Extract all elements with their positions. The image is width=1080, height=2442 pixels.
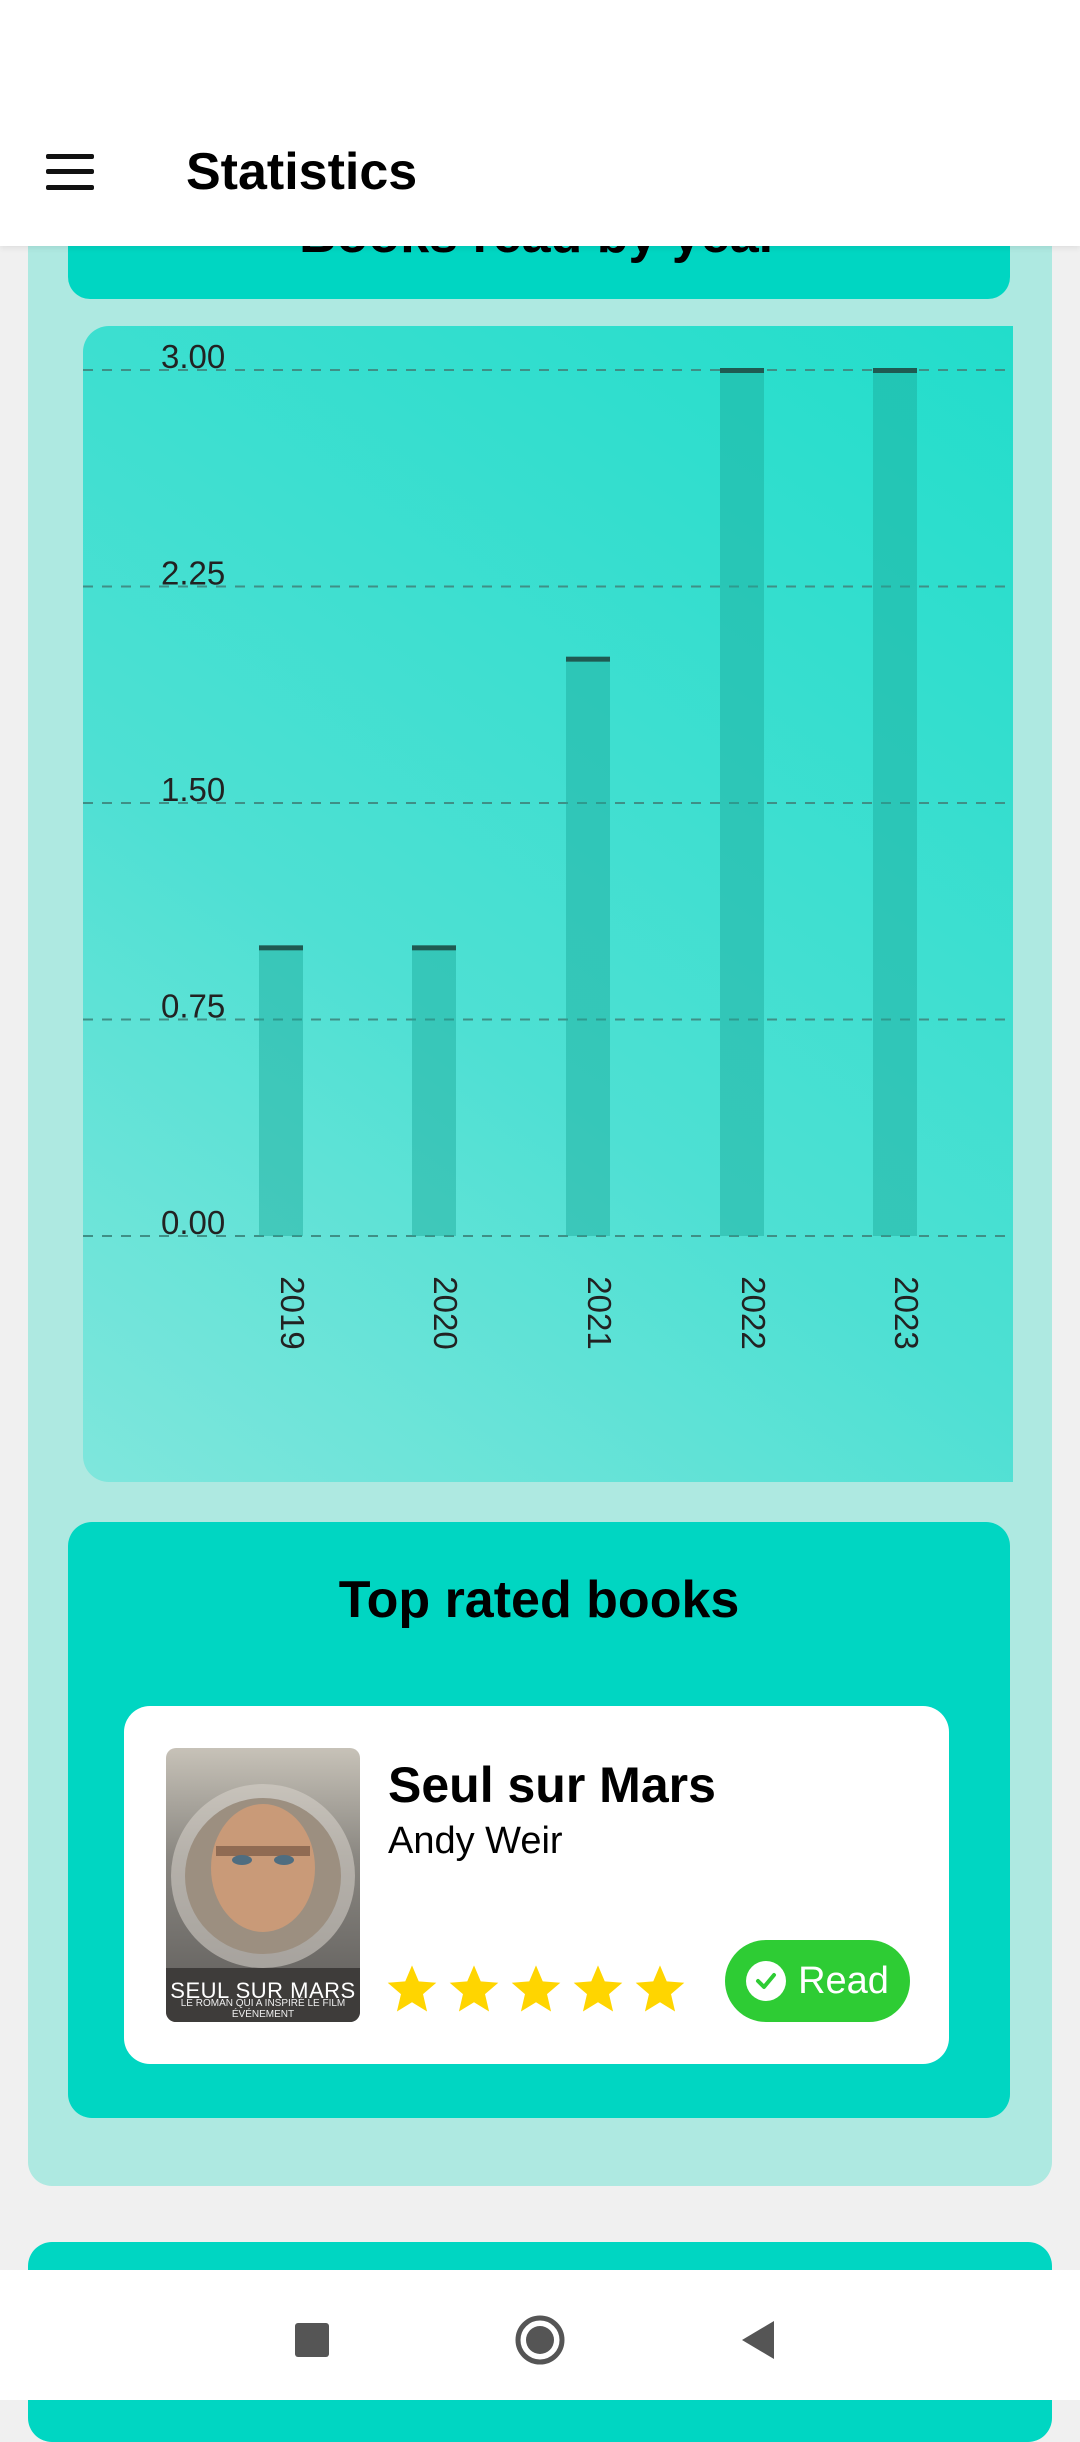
home-icon [515,2315,565,2365]
y-tick-label: 2.25 [161,555,225,592]
star-icon [449,1965,499,2012]
bar-cap-2019 [259,945,303,951]
bar-cap-2020 [412,945,456,951]
bar-cap-2023 [873,368,917,373]
star-icon [387,1965,437,2012]
top-rated-books-title: Top rated books [338,1571,740,1629]
cover-title-text: SEUL SUR MARS [170,1978,356,2003]
y-tick-label: 1.50 [161,771,225,808]
bar-2023 [873,370,917,1236]
book-title: Seul sur Mars [388,1757,716,1813]
system-navigation-bar [0,2270,1080,2400]
check-circle-icon [746,1961,787,2001]
books-by-year-chart: 0.00 0.75 1.50 2.25 3.00 2019 2020 2021 2022 2023 [83,326,1013,1482]
star-icon [573,1965,623,2012]
app-bar: Statistics [0,0,1080,246]
bar-chart: 0.00 0.75 1.50 2.25 3.00 2019 2020 2021 2022 2023 [83,338,1013,1350]
hamburger-menu-icon [46,154,94,190]
bar-2019 [259,947,303,1236]
star-icon [511,1965,561,2012]
star-icon [635,1965,685,2012]
astronaut-cover-art [166,1784,360,2022]
menu-button[interactable] [30,132,110,212]
cover-subtitle-text: LE ROMAN QUI A INSPIRÉ LE FILM ÉVÉNEMENT [180,1998,346,2020]
book-author: Andy Weir [388,1820,563,1862]
bar-cap-2022 [720,368,764,373]
y-tick-label: 3.00 [161,338,225,375]
back-icon [742,2321,774,2359]
x-tick-label: 2022 [735,1276,772,1349]
y-tick-label: 0.00 [161,1204,225,1241]
recents-button[interactable] [272,2300,352,2380]
back-button[interactable] [718,2300,798,2380]
book-cover-image: SEUL SUR MARS LE ROMAN QUI A INSPIRÉ LE … [166,1748,360,2022]
home-button[interactable] [500,2300,580,2380]
x-tick-label: 2023 [888,1276,925,1349]
read-status-button[interactable]: Read [725,1940,910,2022]
read-status-label: Read [798,1959,889,2002]
recents-icon [295,2323,329,2357]
page-title: Statistics [186,143,418,201]
book-rating [384,1962,688,2016]
bar-2021 [566,658,610,1236]
top-rated-books-card: Top rated books SEUL SUR MARS LE ROMAN Q… [68,1522,1010,2118]
x-tick-label: 2019 [274,1276,311,1349]
bar-2020 [412,947,456,1236]
bar-cap-2021 [566,656,610,662]
book-item[interactable]: SEUL SUR MARS LE ROMAN QUI A INSPIRÉ LE … [124,1706,949,2064]
y-tick-label: 0.75 [161,988,225,1025]
x-tick-label: 2020 [427,1276,464,1349]
x-tick-label: 2021 [581,1276,618,1349]
bar-2022 [720,370,764,1236]
